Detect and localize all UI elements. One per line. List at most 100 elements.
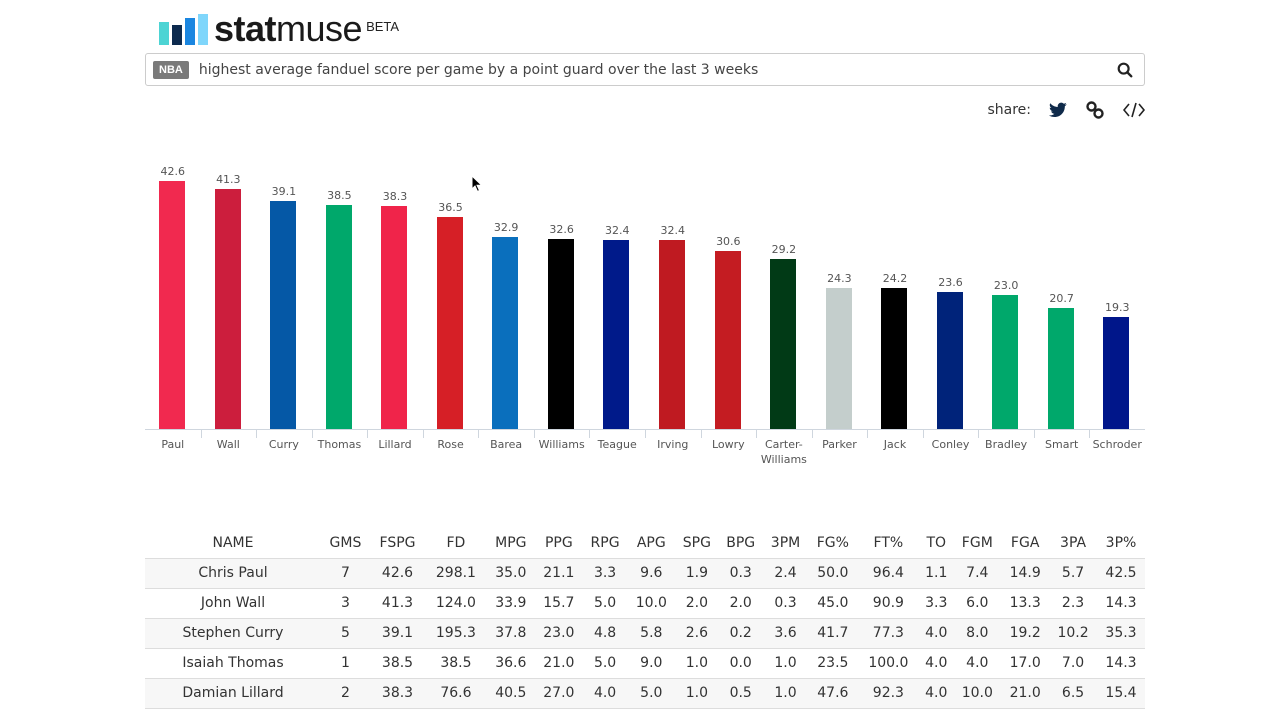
stat-cell: 3.3	[582, 558, 628, 589]
column-header[interactable]: FGA	[1001, 528, 1050, 559]
stat-cell: 23.0	[534, 618, 583, 649]
column-header[interactable]: PPG	[534, 528, 583, 559]
column-header[interactable]: 3P%	[1096, 528, 1145, 559]
x-axis-label: Irving	[645, 437, 701, 452]
column-header[interactable]: 3PA	[1049, 528, 1097, 559]
logo-bars-icon	[159, 14, 208, 45]
statmuse-logo[interactable]: statmuse BETA	[159, 11, 399, 47]
bar[interactable]	[659, 240, 685, 429]
column-header[interactable]: FT%	[857, 528, 920, 559]
column-header[interactable]: MPG	[486, 528, 535, 559]
stat-cell: 0.5	[718, 678, 763, 709]
bar[interactable]	[214, 188, 241, 429]
bar[interactable]	[936, 291, 963, 429]
bar[interactable]	[159, 181, 185, 429]
axis-tick	[589, 429, 591, 438]
stat-cell: 298.1	[425, 558, 487, 589]
bar[interactable]	[436, 216, 463, 429]
x-axis-label-line: Rose	[437, 438, 464, 451]
search-icon[interactable]	[1116, 61, 1134, 79]
axis-tick	[311, 429, 313, 438]
table-row: Isaiah Thomas 1 38.5 38.5 36.6 21.0 5.0 9.0 1.0 0…	[145, 648, 1145, 679]
bar[interactable]	[992, 295, 1019, 429]
player-name-cell[interactable]: Isaiah Thomas	[145, 648, 321, 679]
player-name-cell[interactable]: Damian Lillard	[145, 678, 321, 709]
bar[interactable]	[547, 239, 574, 429]
bar[interactable]	[825, 287, 852, 429]
stat-cell: 4.0	[919, 618, 954, 649]
bar[interactable]	[714, 250, 741, 429]
x-axis-label: Bradley	[978, 437, 1034, 452]
bar-value-label: 19.3	[1104, 300, 1130, 314]
stat-cell: 1.0	[675, 648, 719, 679]
share-label: share:	[987, 102, 1031, 118]
bar[interactable]	[492, 237, 519, 429]
stat-cell: 195.3	[425, 618, 487, 649]
bar-value-label: 32.6	[549, 223, 574, 237]
bar-group: 19.3 Schroder	[1089, 150, 1145, 480]
axis-tick	[700, 429, 702, 438]
column-header[interactable]: 3PM	[762, 528, 809, 559]
league-badge[interactable]: NBA	[153, 60, 189, 79]
column-header[interactable]: TO	[919, 528, 954, 559]
stat-cell: 5	[321, 618, 370, 649]
bar-group: 32.6 Williams	[533, 150, 590, 480]
search-bar[interactable]: NBA highest average fanduel score per ga…	[145, 53, 1145, 86]
x-axis-label-line: Parker	[822, 438, 857, 451]
stat-cell: 45.0	[808, 588, 858, 619]
column-header[interactable]: FGM	[953, 528, 1002, 559]
bar-value-label: 32.4	[604, 224, 630, 238]
axis-tick	[1033, 429, 1035, 438]
bar[interactable]	[270, 201, 297, 429]
bar-value-label: 23.6	[938, 275, 963, 289]
stat-cell: 92.3	[857, 678, 920, 709]
column-header[interactable]: RPG	[582, 528, 628, 559]
x-axis-label-line: Thomas	[317, 438, 362, 451]
bar[interactable]	[381, 206, 408, 429]
bar-group: 38.3 Lillard	[367, 150, 423, 480]
bar[interactable]	[325, 204, 352, 429]
stat-cell: 2.6	[675, 618, 719, 649]
bar-group: 32.4 Irving	[645, 150, 701, 480]
link-icon[interactable]	[1085, 100, 1105, 120]
bar[interactable]	[1103, 316, 1130, 429]
column-header[interactable]: SPG	[675, 528, 719, 559]
column-header[interactable]: APG	[627, 528, 676, 559]
column-header[interactable]: FSPG	[369, 528, 426, 559]
bar-value-label: 29.2	[771, 243, 797, 256]
share-bar: share:	[987, 100, 1145, 120]
player-name-cell[interactable]: Chris Paul	[145, 558, 321, 589]
bar[interactable]	[881, 288, 908, 429]
axis-tick	[756, 429, 758, 438]
bar[interactable]	[770, 259, 797, 429]
column-header[interactable]: BPG	[718, 528, 763, 559]
player-name-cell[interactable]: John Wall	[145, 588, 321, 619]
axis-tick	[200, 429, 202, 438]
stat-cell: 124.0	[425, 588, 487, 619]
stat-cell: 77.3	[857, 618, 920, 649]
x-axis-label-line: Teague	[597, 438, 637, 451]
embed-icon[interactable]	[1123, 102, 1145, 118]
column-header[interactable]: GMS	[321, 528, 370, 559]
stat-cell: 0.2	[718, 618, 763, 649]
column-header[interactable]: NAME	[145, 528, 321, 559]
stat-cell: 90.9	[857, 588, 920, 619]
stat-cell: 40.5	[486, 678, 535, 709]
bar-group: 23.0 Bradley	[978, 150, 1034, 480]
bar[interactable]	[1047, 308, 1074, 429]
stat-cell: 15.7	[534, 588, 583, 619]
bar-value-label: 41.3	[216, 172, 241, 186]
bar-group: 32.4 Teague	[589, 150, 645, 480]
bar[interactable]	[603, 240, 630, 429]
stat-cell: 5.8	[627, 618, 676, 649]
player-name-cell[interactable]: Stephen Curry	[145, 618, 321, 649]
twitter-icon[interactable]	[1049, 102, 1067, 118]
search-input[interactable]: highest average fanduel score per game b…	[198, 61, 759, 78]
axis-tick	[645, 429, 646, 438]
bar-group: 24.3 Parker	[811, 150, 868, 480]
column-header[interactable]: FD	[425, 528, 487, 559]
x-axis-label: Wall	[201, 437, 257, 452]
stat-cell: 1.9	[675, 558, 719, 589]
stat-cell: 41.3	[369, 588, 426, 619]
column-header[interactable]: FG%	[808, 528, 858, 559]
